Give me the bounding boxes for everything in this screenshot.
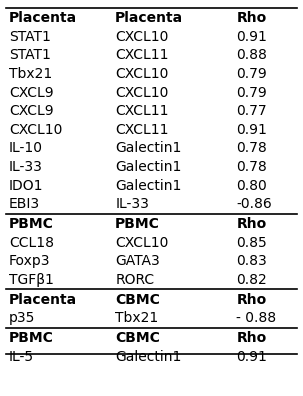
Text: 0.82: 0.82 [236,273,267,287]
Text: Rho: Rho [236,331,267,345]
Text: PBMC: PBMC [115,217,160,231]
Text: STAT1: STAT1 [9,48,51,62]
Text: p35: p35 [9,311,35,325]
Text: Galectin1: Galectin1 [115,141,181,155]
Text: Tbx21: Tbx21 [9,67,52,81]
Text: CCL18: CCL18 [9,236,54,249]
Text: CXCL11: CXCL11 [115,48,169,62]
Text: IL-5: IL-5 [9,350,34,364]
Text: -0.86: -0.86 [236,197,272,211]
Text: Foxp3: Foxp3 [9,254,51,268]
Text: Rho: Rho [236,217,267,231]
Text: GATA3: GATA3 [115,254,160,268]
Text: Galectin1: Galectin1 [115,160,181,174]
Text: 0.83: 0.83 [236,254,267,268]
Text: Rho: Rho [236,11,267,25]
Text: CXCL10: CXCL10 [9,123,62,137]
Text: CXCL9: CXCL9 [9,86,54,99]
Text: RORC: RORC [115,273,154,287]
Text: PBMC: PBMC [9,217,54,231]
Text: IL-33: IL-33 [115,197,149,211]
Text: 0.91: 0.91 [236,30,267,44]
Text: CXCL11: CXCL11 [115,123,169,137]
Text: Galectin1: Galectin1 [115,350,181,364]
Text: Placenta: Placenta [115,11,183,25]
Text: EBI3: EBI3 [9,197,40,211]
Text: 0.91: 0.91 [236,123,267,137]
Text: CXCL10: CXCL10 [115,67,168,81]
Text: 0.79: 0.79 [236,86,267,99]
Text: Rho: Rho [236,293,267,307]
Text: CXCL9: CXCL9 [9,104,54,118]
Text: Placenta: Placenta [9,11,77,25]
Text: CXCL10: CXCL10 [115,30,168,44]
Text: 0.91: 0.91 [236,350,267,364]
Text: - 0.88: - 0.88 [236,311,276,325]
Text: CXCL10: CXCL10 [115,236,168,249]
Text: Galectin1: Galectin1 [115,179,181,192]
Text: CXCL11: CXCL11 [115,104,169,118]
Text: STAT1: STAT1 [9,30,51,44]
Text: 0.78: 0.78 [236,141,267,155]
Text: 0.88: 0.88 [236,48,267,62]
Text: 0.80: 0.80 [236,179,267,192]
Text: PBMC: PBMC [9,331,54,345]
Text: IDO1: IDO1 [9,179,44,192]
Text: Placenta: Placenta [9,293,77,307]
Text: CXCL10: CXCL10 [115,86,168,99]
Text: 0.78: 0.78 [236,160,267,174]
Text: CBMC: CBMC [115,331,160,345]
Text: 0.85: 0.85 [236,236,267,249]
Text: IL-10: IL-10 [9,141,43,155]
Text: 0.79: 0.79 [236,67,267,81]
Text: TGFβ1: TGFβ1 [9,273,54,287]
Text: Tbx21: Tbx21 [115,311,158,325]
Text: IL-33: IL-33 [9,160,43,174]
Text: CBMC: CBMC [115,293,160,307]
Text: 0.77: 0.77 [236,104,267,118]
